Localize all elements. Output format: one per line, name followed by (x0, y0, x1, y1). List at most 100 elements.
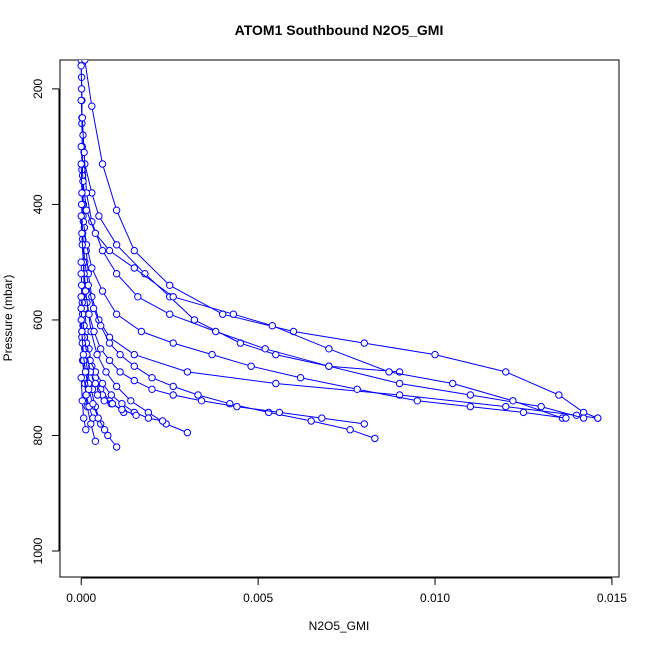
data-point (77, 293, 85, 301)
data-point (116, 350, 124, 359)
data-point (80, 414, 88, 422)
data-point (77, 316, 85, 324)
data-point (449, 379, 457, 388)
data-point (134, 293, 142, 301)
y-tick-label: 600 (31, 310, 45, 330)
data-point (93, 350, 101, 359)
x-axis-label: N2O5_GMI (309, 619, 370, 633)
data-point (82, 426, 90, 434)
data-point (371, 434, 379, 443)
data-point (89, 304, 98, 313)
data-point (112, 206, 121, 214)
data-point (166, 310, 174, 318)
data-point (85, 385, 93, 393)
data-point (85, 310, 93, 318)
data-point (413, 397, 421, 405)
data-point (107, 391, 116, 399)
data-point (81, 368, 90, 376)
data-point (94, 414, 102, 422)
data-point (466, 391, 475, 399)
data-point (519, 408, 528, 417)
data-point (100, 426, 109, 434)
data-point (555, 391, 563, 399)
data-point (98, 246, 107, 255)
series-line (81, 233, 365, 425)
data-point (105, 339, 114, 347)
y-axis: 200 400 600 800 1000 (31, 79, 60, 564)
data-point (78, 114, 87, 122)
data-point (108, 400, 117, 408)
data-point (212, 327, 220, 336)
data-point (144, 414, 153, 422)
data-point (307, 417, 315, 425)
data-point (98, 287, 107, 295)
data-point (137, 327, 146, 336)
data-point (79, 350, 88, 359)
data-point (325, 345, 333, 353)
data-point (100, 397, 108, 405)
data-point (77, 142, 85, 151)
series-line (80, 65, 598, 419)
profile-series (77, 270, 167, 425)
data-point (509, 397, 517, 405)
data-point (98, 379, 107, 388)
data-point (91, 229, 100, 238)
data-point (80, 148, 88, 157)
profile-series (81, 60, 602, 422)
data-point (272, 379, 280, 388)
data-point (97, 322, 105, 330)
data-point (169, 391, 177, 399)
data-point (208, 350, 216, 359)
data-point (78, 229, 86, 238)
data-point (91, 437, 100, 445)
data-point (268, 322, 276, 330)
y-tick-label: 800 (31, 425, 45, 445)
data-point (127, 397, 135, 405)
data-point (130, 246, 139, 255)
data-point (395, 379, 404, 388)
x-tick-label: 0.015 (597, 591, 627, 605)
data-point (88, 264, 96, 272)
series-line (84, 60, 598, 419)
series-line (80, 100, 400, 373)
data-point (385, 368, 393, 376)
profile-series (77, 96, 404, 376)
series-layer (77, 60, 602, 451)
data-point (194, 391, 202, 399)
data-point (594, 414, 602, 422)
data-point (77, 96, 85, 105)
data-point (183, 368, 192, 376)
data-point (95, 212, 103, 220)
data-point (148, 385, 156, 393)
data-point (112, 270, 121, 278)
series-line (81, 285, 137, 416)
data-point (197, 397, 206, 405)
data-point (502, 368, 510, 376)
data-point (77, 304, 85, 313)
data-point (112, 443, 121, 451)
data-point (102, 368, 110, 376)
data-point (169, 339, 177, 347)
data-point (130, 376, 139, 385)
data-point (105, 356, 114, 365)
data-point (130, 264, 139, 272)
chart-title: ATOM1 Southbound N2O5_GMI (235, 22, 444, 38)
data-point (77, 281, 86, 289)
data-point (318, 414, 326, 422)
profile-series (78, 327, 109, 434)
profile-series (77, 160, 570, 422)
x-tick-label: 0.000 (66, 591, 96, 605)
data-point (466, 402, 475, 411)
profile-series (77, 142, 567, 422)
data-point (90, 327, 98, 336)
y-tick-label: 1000 (31, 537, 45, 564)
data-point (112, 241, 121, 249)
data-point (158, 417, 167, 425)
data-point (77, 258, 85, 266)
data-point (579, 414, 588, 422)
data-point (346, 426, 354, 434)
data-point (77, 212, 85, 220)
data-point (275, 408, 284, 417)
data-point (77, 374, 85, 382)
